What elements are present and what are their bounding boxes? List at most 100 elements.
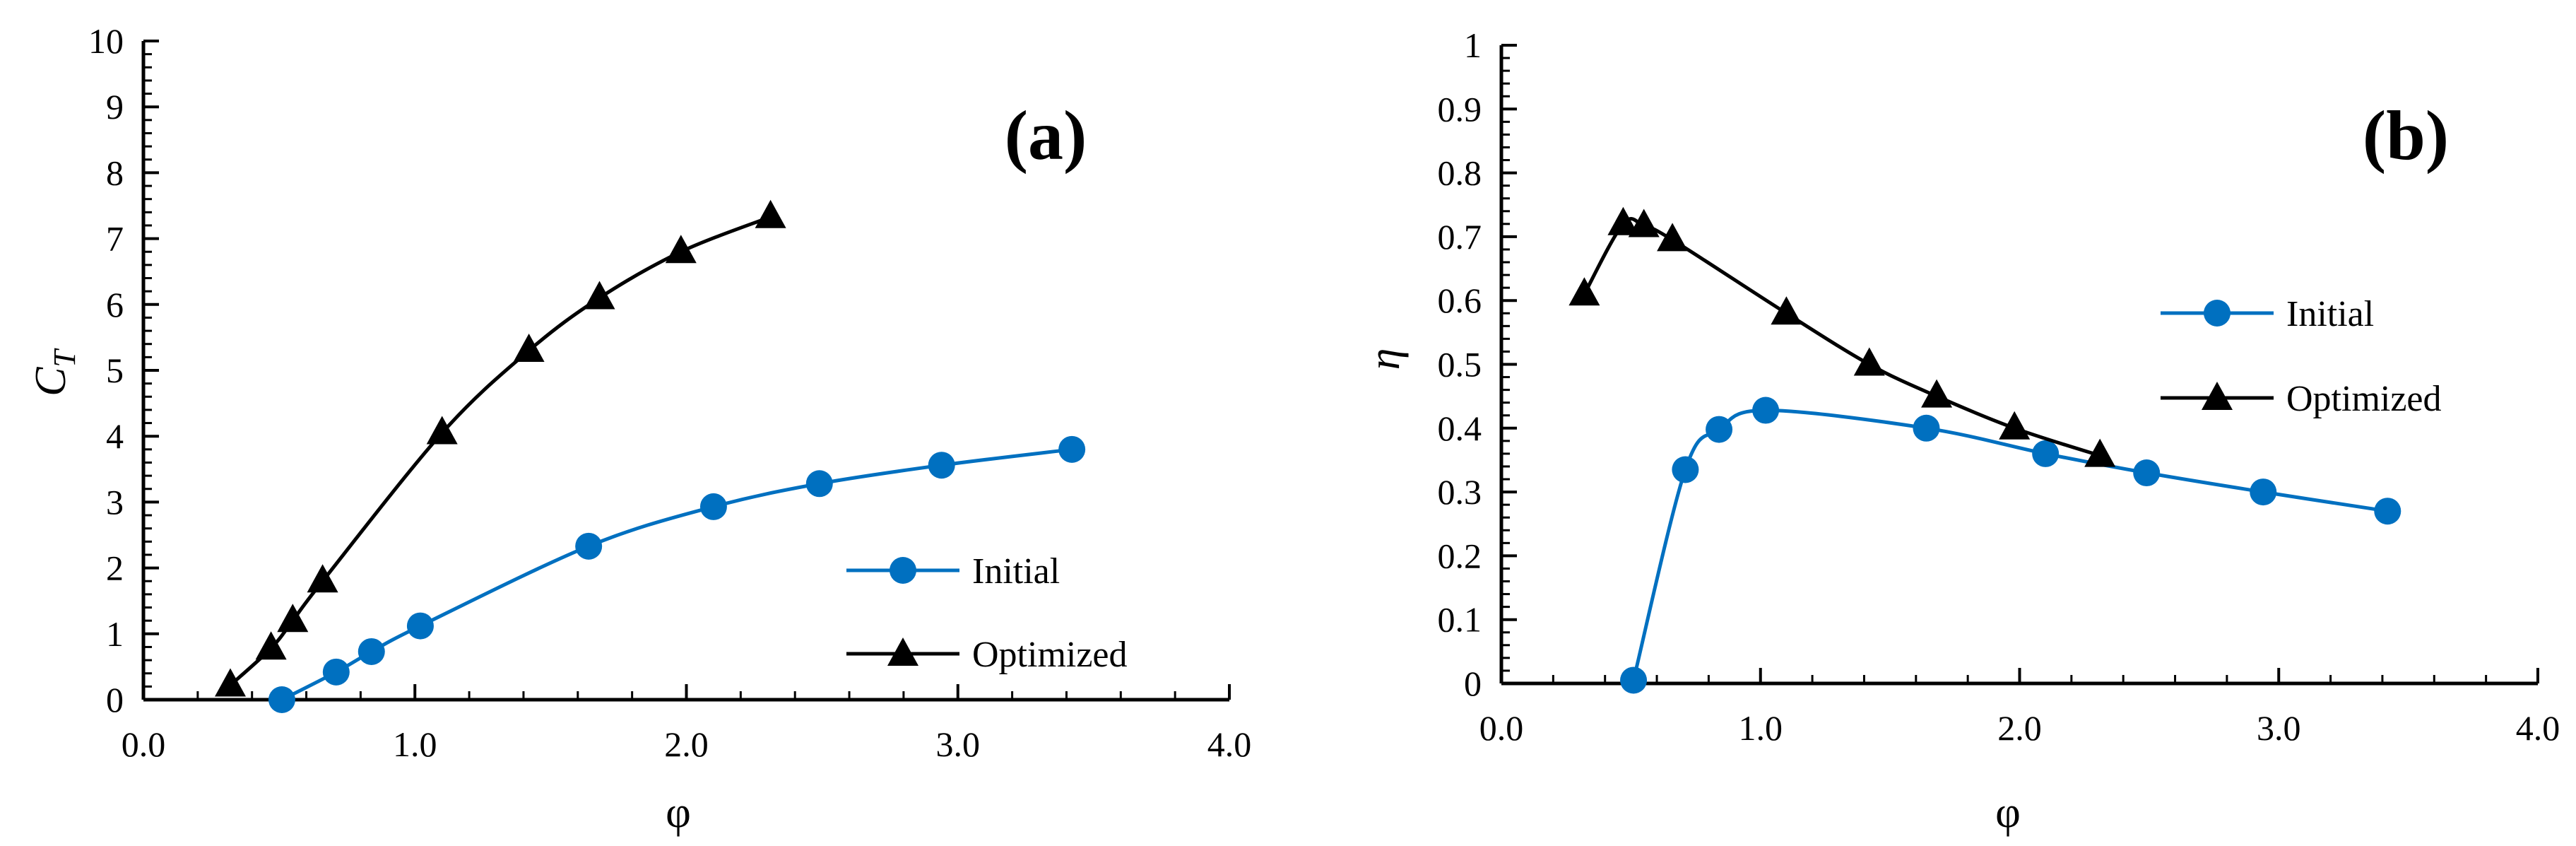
panel-b-y-tick-labels: 0 0.1 0.2 0.3 0.4 0.5 0.6 0.7 0.8 0.9 1 bbox=[1438, 25, 1482, 703]
series-line-initial bbox=[280, 447, 1073, 702]
x-tick-label: 1.0 bbox=[1739, 708, 1783, 748]
x-tick-label: 2.0 bbox=[664, 724, 709, 764]
data-point-initial bbox=[928, 452, 955, 479]
legend-marker-initial bbox=[890, 557, 916, 584]
y-tick-label: 9 bbox=[106, 87, 124, 127]
y-tick-label: 0.5 bbox=[1438, 345, 1482, 384]
y-tick-label: 0.8 bbox=[1438, 153, 1482, 193]
panel-b-legend: Initial Optimized bbox=[2161, 294, 2442, 419]
x-tick-label: 0.0 bbox=[122, 724, 166, 764]
data-point-initial bbox=[322, 658, 350, 686]
series-line-initial bbox=[1631, 408, 2388, 681]
y-tick-label: 4 bbox=[106, 416, 124, 456]
panel-a-legend-initial: Initial bbox=[846, 551, 1060, 592]
legend-label-optimized: Optimized bbox=[2286, 379, 2442, 419]
x-tick-label: 1.0 bbox=[393, 724, 437, 764]
data-point-initial bbox=[2133, 459, 2161, 487]
data-point-initial bbox=[2250, 478, 2277, 506]
data-point-optimized bbox=[215, 668, 246, 697]
data-point-initial bbox=[2374, 498, 2401, 525]
y-tick-label: 0.4 bbox=[1438, 409, 1482, 448]
x-tick-label: 3.0 bbox=[2257, 708, 2301, 748]
y-tick-label: 0.7 bbox=[1438, 217, 1482, 257]
data-point-initial bbox=[358, 638, 385, 665]
data-point-optimized bbox=[1771, 296, 1802, 325]
panel-b-legend-initial: Initial bbox=[2161, 294, 2374, 334]
data-point-optimized bbox=[755, 199, 786, 228]
x-tick-label: 2.0 bbox=[1997, 708, 2042, 748]
panel-a-y-tick-labels: 0 1 2 3 4 5 6 7 8 9 10 bbox=[88, 21, 124, 719]
data-point-optimized bbox=[1999, 411, 2031, 440]
data-point-initial bbox=[1672, 456, 1699, 483]
y-tick-label: 0.6 bbox=[1438, 281, 1482, 320]
y-tick-label: 0.3 bbox=[1438, 472, 1482, 512]
panel-a-x-axis-title: φ bbox=[666, 789, 691, 837]
panel-b-series bbox=[1568, 206, 2401, 694]
panel-b-legend-optimized: Optimized bbox=[2161, 379, 2442, 419]
y-tick-label: 5 bbox=[106, 351, 124, 390]
data-point-optimized bbox=[2084, 438, 2116, 467]
data-point-initial bbox=[1752, 396, 1780, 424]
data-point-optimized bbox=[277, 604, 309, 633]
y-tick-label: 0.2 bbox=[1438, 536, 1482, 575]
x-tick-label: 3.0 bbox=[936, 724, 981, 764]
y-tick-label: 8 bbox=[106, 153, 124, 192]
data-point-initial bbox=[575, 532, 603, 560]
y-tick-label: 2 bbox=[106, 548, 124, 588]
data-point-initial bbox=[406, 612, 434, 640]
panel-b-chart: 0 0.1 0.2 0.3 0.4 0.5 0.6 0.7 0.8 0.9 1 0.0 1.0 2.0 3… bbox=[1361, 25, 2560, 837]
series-line-optimized bbox=[1583, 217, 2101, 457]
y-tick-label: 10 bbox=[88, 21, 124, 61]
data-point-optimized bbox=[307, 564, 338, 593]
legend-label-initial: Initial bbox=[2286, 294, 2374, 334]
data-point-initial bbox=[805, 470, 833, 498]
data-point-optimized bbox=[1628, 208, 1660, 237]
panel-a-legend: Initial Optimized bbox=[846, 551, 1128, 675]
data-point-optimized bbox=[1921, 379, 1953, 408]
panel-a-y-axis-title-sub: T bbox=[47, 348, 82, 368]
y-tick-label: 0.9 bbox=[1438, 89, 1482, 129]
y-tick-label: 0 bbox=[106, 680, 124, 719]
y-tick-label: 3 bbox=[106, 482, 124, 522]
data-point-optimized bbox=[584, 281, 615, 310]
data-point-optimized bbox=[1657, 223, 1689, 252]
legend-label-optimized: Optimized bbox=[972, 635, 1128, 675]
x-tick-label: 4.0 bbox=[1207, 724, 1252, 764]
data-point-optimized bbox=[1568, 277, 1600, 306]
data-point-initial bbox=[1913, 414, 1940, 442]
y-tick-label: 0.1 bbox=[1438, 600, 1482, 640]
legend-label-initial: Initial bbox=[972, 551, 1060, 592]
legend-marker-optimized bbox=[2202, 382, 2233, 410]
panel-b-y-axis-title: η bbox=[1361, 348, 1409, 370]
panel-a-series bbox=[215, 199, 1086, 713]
data-point-optimized bbox=[1607, 206, 1639, 235]
y-tick-label: 6 bbox=[106, 285, 124, 324]
panel-a-chart: 0 1 2 3 4 5 6 7 8 9 10 0.0 1.0 2.0 3.0 4.0 (a) φ CT In… bbox=[27, 21, 1251, 837]
panel-a-y-axis-title: CT bbox=[27, 348, 82, 396]
data-point-initial bbox=[699, 493, 727, 520]
data-point-initial bbox=[1706, 416, 1733, 443]
data-point-initial bbox=[2032, 440, 2060, 467]
panel-a-legend-optimized: Optimized bbox=[846, 635, 1128, 675]
legend-marker-initial bbox=[2204, 300, 2231, 327]
y-tick-label: 1 bbox=[106, 614, 124, 654]
series-line-optimized bbox=[229, 215, 772, 687]
y-tick-label: 1 bbox=[1464, 25, 1482, 65]
legend-marker-optimized bbox=[887, 638, 918, 666]
panel-a-y-axis-title-main: C bbox=[27, 367, 75, 396]
data-point-optimized bbox=[513, 334, 545, 362]
data-point-optimized bbox=[426, 416, 458, 445]
panel-b-label: (b) bbox=[2363, 96, 2449, 175]
panel-a-label: (a) bbox=[1005, 96, 1087, 175]
data-point-initial bbox=[1620, 666, 1648, 694]
panel-b-x-axis-title: φ bbox=[1995, 789, 2021, 837]
data-point-initial bbox=[268, 686, 295, 713]
data-point-optimized bbox=[665, 235, 697, 264]
data-point-optimized bbox=[255, 631, 287, 660]
y-tick-label: 0 bbox=[1464, 664, 1482, 703]
y-tick-label: 7 bbox=[106, 219, 124, 259]
x-tick-label: 0.0 bbox=[1479, 708, 1524, 748]
panel-a-x-tick-labels: 0.0 1.0 2.0 3.0 4.0 bbox=[122, 724, 1252, 764]
panel-b-x-tick-labels: 0.0 1.0 2.0 3.0 4.0 bbox=[1479, 708, 2560, 748]
